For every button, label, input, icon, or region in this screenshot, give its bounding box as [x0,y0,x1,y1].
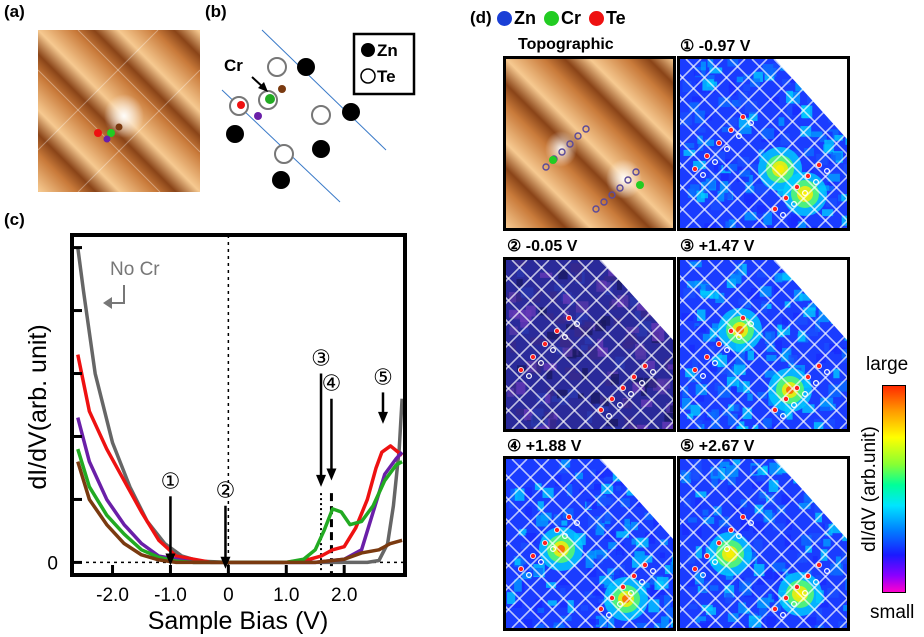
bias-arrowhead-4 [326,468,337,481]
bias-arrowhead-2 [220,556,231,569]
topograph-a [38,30,200,192]
x-tick-label: 1.0 [273,585,299,606]
didv-map-2 [503,257,676,432]
panel-label-a: (a) [4,2,25,21]
colorbar-bottom-label: small [870,602,915,623]
panel-label-b: (b) [205,2,227,21]
map-title-1: ① -0.97 V [680,38,751,55]
bias-arrowhead-5 [377,411,388,424]
didv-map-1 [677,56,850,231]
y-tick-label-zero: 0 [47,553,58,574]
legend-d-zn: Zn [514,8,536,28]
element-legend: Zn Cr Te [497,8,626,29]
spectra-chart: -2.0 -1.0 0 1.0 2.0 0 ① ② ③④ ⑤ dI/dV(arb. unit) S… [24,233,407,635]
no-cr-annotation: No Cr [110,259,160,280]
y-axis-label: dI/dV(arb. unit) [24,324,52,489]
x-tick-label: -2.0 [96,585,129,606]
x-tick-label: 2.0 [331,585,357,606]
x-axis-label: Sample Bias (V) [148,607,329,635]
legend-te: Te [377,67,396,86]
legend-zn: Zn [377,41,398,60]
series-line-3 [76,417,404,565]
topographic-map [503,56,676,231]
map-title-topographic: Topographic [518,36,614,53]
lattice-diagram-b: Cr Zn Te [221,29,416,203]
bias-arrowhead-1 [165,553,176,566]
cr-label: Cr [224,56,243,75]
series-line-1 [76,247,404,565]
cr-dot [544,11,559,26]
legend-d-cr: Cr [561,8,582,28]
didv-map-4 [503,456,676,631]
map-title-5: ⑤ +2.67 V [680,438,755,455]
te-atom-marker [94,129,102,137]
cr-atom-marker [107,129,115,137]
zn-dot [497,11,512,26]
didv-map-3 [677,257,850,432]
didv-map-5 [677,456,850,631]
colorbar-top-label: large [866,354,909,375]
bias-marker-label-2: ② [216,478,236,503]
map-title-3: ③ +1.47 V [680,238,755,255]
map-title-4: ④ +1.88 V [507,438,582,455]
bias-marker-label-4: ④ [322,371,342,396]
colorbar [882,385,906,593]
bias-marker-label-1: ① [161,468,181,493]
x-tick-label: 0 [223,585,234,606]
colorbar-axis-label: dI/dV (arb.unit) [859,426,880,552]
te-dot [589,11,605,26]
panel-label-c: (c) [4,210,25,229]
bias-marker-label-5: ⑤ [373,364,393,389]
series-line-2 [76,354,404,565]
x-tick-label: -1.0 [154,585,187,606]
bias-marker-label-3: ③ [311,346,331,371]
panel-label-d: (d) [470,8,492,27]
legend-d-te: Te [606,8,626,28]
bias-arrowhead-3 [316,474,327,487]
map-title-2: ② -0.05 V [507,238,578,255]
series-line-5 [76,461,403,565]
